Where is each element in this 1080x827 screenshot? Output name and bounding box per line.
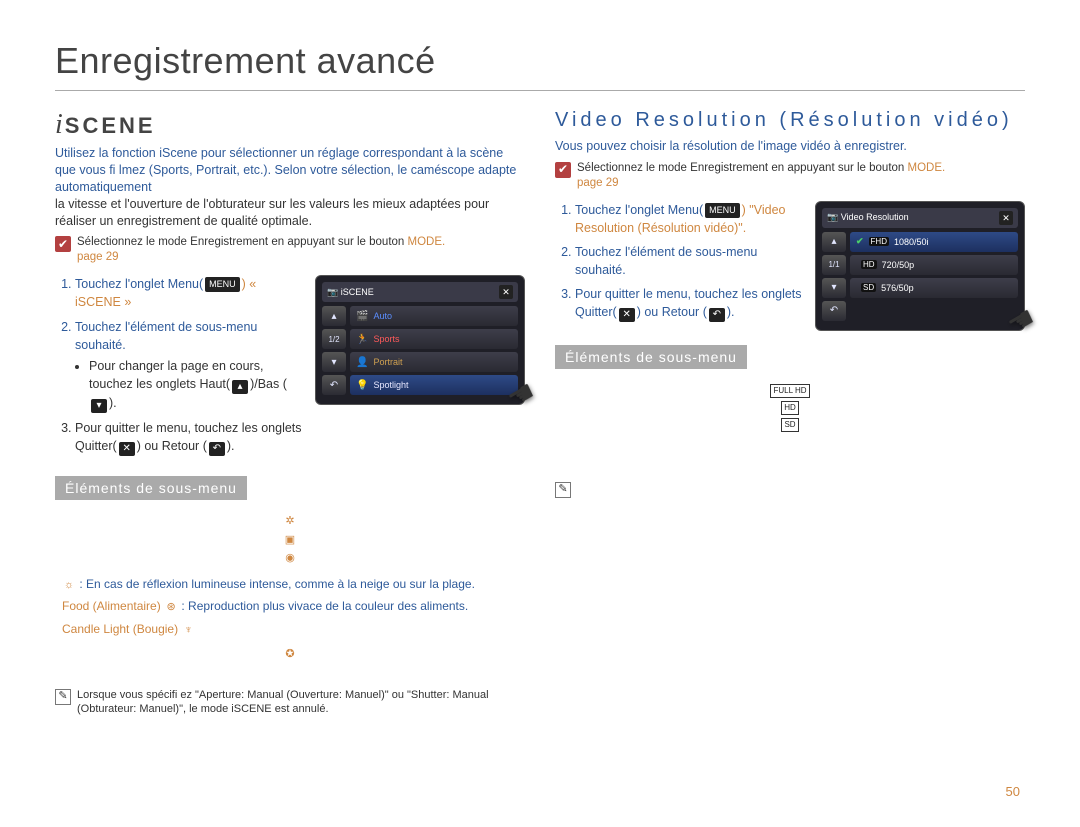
close-icon: ✕ [619,308,635,322]
lcd-close-icon[interactable]: ✕ [499,285,513,299]
iscene-logo: i SCENE [55,109,525,141]
note-right: ✎ [555,481,1025,498]
menu-icon: MENU [205,277,240,292]
iscene-word: SCENE [65,113,156,139]
lcd-item[interactable]: SD576/50p [850,278,1018,298]
mode-word: MODE. [408,236,446,248]
resolution-icon: FULL HD [770,384,809,398]
submenu-header-left: Éléments de sous-menu [55,476,247,500]
candle-icon: ♆ [181,622,195,639]
mode-word: MODE. [908,162,946,174]
lcd-page-indicator: 1/1 [822,255,846,275]
glyph-icon: ✲ [283,513,297,530]
step-2: Touchez l'élément de sous-menu souhaité.… [75,318,305,413]
iscene-lcd: 📷 iSCENE ✕ ▴ 1/2 ▾ ↶ 🎬Auto🏃Sports👤Portra… [315,275,525,405]
note-icon: ✎ [555,482,571,498]
candle-label: Candle Light (Bougie) [62,622,181,636]
video-res-title: Video Resolution (Résolution vidéo) [555,109,1025,132]
lcd-page-indicator: 1/2 [322,329,346,349]
glyph-icon: ▣ [283,532,297,549]
lcd-return-button[interactable]: ↶ [322,375,346,395]
iscene-intro-2: la vitesse et l'ouverture de l'obturateu… [55,196,525,230]
note-text: Lorsque vous spécifi ez "Aperture: Manua… [77,688,525,718]
lcd-title: Video Resolution [841,212,909,222]
step-1: Touchez l'onglet Menu(MENU) « iSCENE » [75,275,305,311]
lcd-down-button[interactable]: ▾ [322,352,346,372]
lcd-up-button[interactable]: ▴ [322,306,346,326]
note-icon: ✎ [55,689,71,705]
lcd-item[interactable]: 👤Portrait [350,352,518,372]
mode-hint-text: Sélectionnez le mode Enregistrement en a… [77,236,408,248]
page-title: Enregistrement avancé [55,40,1025,91]
down-icon: ▾ [91,399,107,413]
lcd-close-icon[interactable]: ✕ [999,211,1013,225]
glyph-icon: ✪ [283,646,297,663]
check-icon: ✔ [555,162,571,178]
return-icon: ↶ [209,442,225,456]
lcd-item[interactable]: 🎬Auto [350,306,518,326]
food-icon: ⊛ [164,599,178,616]
page-ref: page 29 [77,251,119,263]
mode-hint-right: ✔ Sélectionnez le mode Enregistrement en… [555,161,1025,191]
lcd-item[interactable]: ✔FHD1080/50i [850,232,1018,252]
food-label: Food (Alimentaire) [62,599,164,613]
iscene-intro-1: Utilisez la fonction iScene pour sélecti… [55,145,525,196]
page-number: 50 [1006,784,1020,799]
submenu-body-left: ✲ ▣ ◉ ☼ : En cas de réflexion lumineuse … [55,500,525,672]
lcd-item[interactable]: HD720/50p [850,255,1018,275]
lcd-item[interactable]: 🏃Sports [350,329,518,349]
step-2: Touchez l'élément de sous-menu souhaité. [575,243,805,279]
lcd-return-button[interactable]: ↶ [822,301,846,321]
lcd-item[interactable]: 💡Spotlight [350,375,518,395]
step-3: Pour quitter le menu, touchez les onglet… [75,419,305,456]
step-1: Touchez l'onglet Menu(MENU) "Video Resol… [575,201,805,237]
resolution-icon: HD [781,401,799,415]
food-desc: : Reproduction plus vivace de la couleur… [181,599,468,613]
mode-hint-left: ✔ Sélectionnez le mode Enregistrement en… [55,235,525,265]
video-res-intro: Vous pouvez choisir la résolution de l'i… [555,138,1025,155]
step-2-bullet: Pour changer la page en cours, touchez l… [89,357,305,413]
right-column: Video Resolution (Résolution vidéo) Vous… [555,109,1025,717]
mode-hint-text: Sélectionnez le mode Enregistrement en a… [577,162,908,174]
left-column: i SCENE Utilisez la fonction iScene pour… [55,109,525,717]
steps-left: Touchez l'onglet Menu(MENU) « iSCENE » T… [55,275,305,462]
step-3: Pour quitter le menu, touchez les onglet… [575,285,805,322]
return-icon: ↶ [709,308,725,322]
page-ref: page 29 [577,177,619,189]
glyph-icon: ◉ [283,550,297,567]
two-column-layout: i SCENE Utilisez la fonction iScene pour… [55,109,1025,717]
steps-right: Touchez l'onglet Menu(MENU) "Video Resol… [555,201,805,329]
lcd-title: iSCENE [341,287,374,297]
beach-icon: ☼ [62,577,76,594]
video-res-lcd: 📷 Video Resolution ✕ ▴ 1/1 ▾ ↶ ✔FHD1080/… [815,201,1025,331]
resolution-icon: SD [781,418,798,432]
lcd-up-button[interactable]: ▴ [822,232,846,252]
beach-snow-desc: : En cas de réflexion lumineuse intense,… [79,577,475,591]
note-left: ✎ Lorsque vous spécifi ez "Aperture: Man… [55,688,525,718]
close-icon: ✕ [119,442,135,456]
up-icon: ▴ [232,380,248,394]
submenu-header-right: Éléments de sous-menu [555,345,747,369]
lcd-down-button[interactable]: ▾ [822,278,846,298]
iscene-i-glyph: i [55,109,63,141]
menu-icon: MENU [705,203,740,218]
check-icon: ✔ [55,236,71,252]
submenu-body-right: FULL HD HD SD [555,369,1025,451]
